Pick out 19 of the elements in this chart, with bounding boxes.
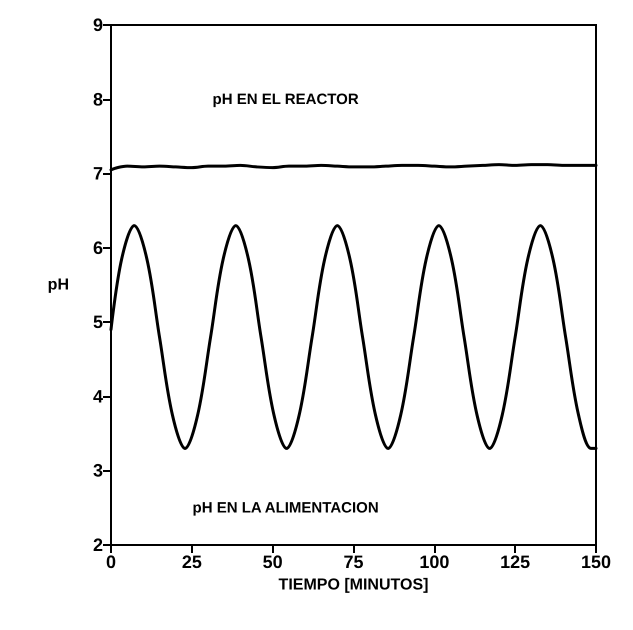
annotation: pH EN EL REACTOR <box>212 90 359 108</box>
x-tick-label: 50 <box>262 552 283 572</box>
y-tick-label: 6 <box>92 238 103 258</box>
y-tick-label: 8 <box>92 89 103 110</box>
x-tick-label: 25 <box>182 552 202 572</box>
y-tick-label: 7 <box>92 164 103 184</box>
x-axis-title: TIEMPO [MINUTOS] <box>278 576 428 594</box>
x-tick-label: 0 <box>106 552 116 572</box>
x-tick-label: 100 <box>419 552 450 572</box>
x-tick-label: 125 <box>500 552 530 572</box>
annotation: pH EN LA ALIMENTACION <box>192 499 379 516</box>
y-tick-label: 4 <box>92 386 103 406</box>
x-tick-label: 150 <box>580 552 612 572</box>
y-tick-label: 5 <box>92 312 103 332</box>
x-tick-label: 75 <box>343 552 364 572</box>
y-tick-label: 3 <box>92 460 103 481</box>
y-tick-label: 2 <box>92 535 103 555</box>
y-axis-title: pH <box>48 276 69 294</box>
y-tick-label: 9 <box>92 15 103 35</box>
